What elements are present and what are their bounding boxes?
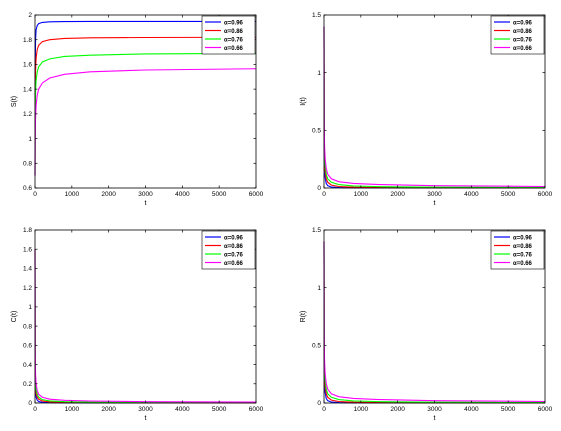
legend-label: α=0.76 <box>513 252 533 258</box>
y-tick-label: 0 <box>28 400 32 407</box>
series-line-4 <box>323 26 546 188</box>
legend-label: α=0.66 <box>224 261 244 267</box>
x-tick-label: 0 <box>33 191 37 198</box>
x-tick-label: 3000 <box>138 406 153 413</box>
x-tick-label: 4000 <box>464 191 479 198</box>
chart-panel-2: 0 1000 2000 3000 4000 5000 6000 0 0.5 1 1.5 t I(t) α=… <box>300 12 553 207</box>
legend-label: α=0.76 <box>513 37 533 43</box>
x-tick-label: 1000 <box>354 191 369 198</box>
x-tick-label: 2000 <box>101 406 116 413</box>
chart-panel-3: 0 1000 2000 3000 4000 5000 6000 0 0.2 0.4 0.6 0.8 1 1… <box>11 227 264 422</box>
x-tick-label: 3000 <box>138 191 153 198</box>
x-tick-label: 0 <box>322 406 326 413</box>
y-tick-label: 1.5 <box>312 12 321 19</box>
y-tick-label: 1.6 <box>23 246 32 253</box>
legend-label: α=0.66 <box>513 261 533 267</box>
legend-label: α=0.76 <box>224 252 244 258</box>
x-tick-label: 6000 <box>538 191 553 198</box>
x-axis-label: t <box>145 200 147 207</box>
series-line-4 <box>34 249 257 403</box>
y-tick-label: 1.8 <box>23 37 32 44</box>
x-tick-label: 5000 <box>501 406 516 413</box>
y-tick-label: 0 <box>317 400 321 407</box>
x-tick-label: 5000 <box>212 406 227 413</box>
y-tick-label: 1.4 <box>23 86 32 93</box>
series-line-3 <box>34 249 257 404</box>
y-tick-label: 1 <box>317 285 321 292</box>
chart-panel-1: 0 1000 2000 3000 4000 5000 6000 0.6 0.8 1 1.2 1.4 1.… <box>11 12 264 207</box>
legend-label: α=0.86 <box>224 244 244 250</box>
y-tick-label: 1.8 <box>23 227 32 234</box>
y-tick-label: 1 <box>317 70 321 77</box>
y-tick-label: 0.8 <box>23 323 32 330</box>
legend-label: α=0.86 <box>224 29 244 35</box>
y-tick-label: 1.6 <box>23 62 32 69</box>
x-tick-label: 4000 <box>175 406 190 413</box>
x-axis-label: t <box>145 415 147 422</box>
series-line-1 <box>34 249 257 404</box>
y-axis-label: C(t) <box>11 311 18 323</box>
series-group <box>34 249 257 404</box>
x-tick-label: 1000 <box>65 406 80 413</box>
legend-label: α=0.76 <box>224 37 244 43</box>
series-line-2 <box>34 36 257 176</box>
x-axis-label: t <box>434 415 436 422</box>
x-tick-label: 4000 <box>175 191 190 198</box>
legend-label: α=0.86 <box>513 244 533 250</box>
legend: α=0.96 α=0.86 α=0.76 α=0.66 <box>490 230 545 270</box>
y-tick-label: 0.6 <box>23 185 32 192</box>
legend-label: α=0.86 <box>513 29 533 35</box>
series-line-3 <box>34 52 257 176</box>
x-tick-label: 6000 <box>538 406 553 413</box>
y-tick-label: 0.4 <box>23 362 32 369</box>
legend: α=0.96 α=0.86 α=0.76 α=0.66 <box>201 230 256 270</box>
series-line-1 <box>34 20 256 176</box>
legend: α=0.96 α=0.86 α=0.76 α=0.66 <box>201 15 256 55</box>
y-tick-label: 0.6 <box>23 343 32 350</box>
x-tick-label: 5000 <box>501 191 516 198</box>
y-tick-label: 1.2 <box>23 285 32 292</box>
series-group <box>34 20 257 176</box>
y-tick-label: 0.5 <box>312 128 321 135</box>
x-tick-label: 2000 <box>390 191 405 198</box>
series-line-4 <box>323 241 546 403</box>
y-axis-label: I(t) <box>300 97 307 106</box>
legend-label: α=0.96 <box>513 235 533 241</box>
legend-label: α=0.96 <box>224 20 244 26</box>
legend: α=0.96 α=0.86 α=0.76 α=0.66 <box>490 15 545 55</box>
y-tick-label: 2 <box>28 12 32 19</box>
y-tick-label: 1 <box>28 304 32 311</box>
x-axis-label: t <box>434 200 436 207</box>
y-tick-label: 0.5 <box>312 343 321 350</box>
y-tick-label: 0.8 <box>23 160 32 167</box>
x-tick-label: 3000 <box>427 406 442 413</box>
y-tick-label: 1.4 <box>23 266 32 273</box>
x-tick-label: 0 <box>33 406 37 413</box>
x-tick-label: 3000 <box>427 191 442 198</box>
x-tick-label: 2000 <box>390 406 405 413</box>
x-tick-label: 1000 <box>65 191 80 198</box>
y-tick-label: 0 <box>317 185 321 192</box>
legend-label: α=0.96 <box>224 235 244 241</box>
series-line-4 <box>34 68 257 176</box>
x-tick-label: 0 <box>322 191 326 198</box>
x-tick-label: 1000 <box>354 406 369 413</box>
chart-panel-4: 0 1000 2000 3000 4000 5000 6000 0 0.5 1 1.5 t R(t) α=… <box>300 227 553 422</box>
series-line-2 <box>34 249 257 404</box>
y-tick-label: 0.2 <box>23 381 32 388</box>
y-axis-label: S(t) <box>11 96 18 107</box>
y-tick-label: 1.2 <box>23 111 32 118</box>
legend-label: α=0.96 <box>513 20 533 26</box>
x-tick-label: 6000 <box>249 191 264 198</box>
x-tick-label: 5000 <box>212 191 227 198</box>
x-tick-label: 6000 <box>249 406 264 413</box>
x-tick-label: 4000 <box>464 406 479 413</box>
legend-label: α=0.66 <box>224 46 244 52</box>
y-axis-label: R(t) <box>300 311 307 323</box>
legend-label: α=0.66 <box>513 46 533 52</box>
y-tick-label: 1 <box>28 136 32 143</box>
y-tick-label: 1.5 <box>312 227 321 234</box>
x-tick-label: 2000 <box>101 191 116 198</box>
